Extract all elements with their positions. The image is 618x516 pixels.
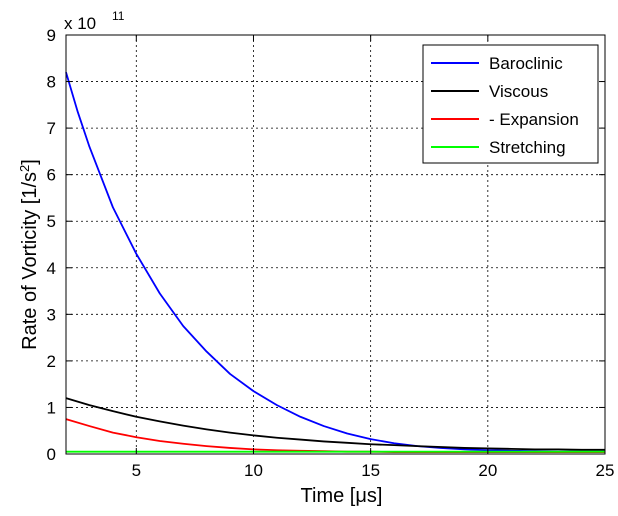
legend-label: Baroclinic xyxy=(489,54,563,73)
y-tick-label: 5 xyxy=(47,212,56,231)
legend-label: - Expansion xyxy=(489,110,579,129)
y-tick-label: 1 xyxy=(47,398,56,417)
y-tick-label: 2 xyxy=(47,352,56,371)
y-exponent-power: 11 xyxy=(112,9,125,23)
x-tick-label: 25 xyxy=(596,461,615,480)
y-tick-label: 8 xyxy=(47,73,56,92)
legend-label: Stretching xyxy=(489,138,566,157)
legend-box xyxy=(422,44,599,164)
legend: Baroclinic Viscous - Expansion Stretching xyxy=(422,44,599,164)
y-axis-label-tail: ] xyxy=(19,159,41,165)
y-tick-label: 9 xyxy=(47,26,56,45)
x-axis-label: Time [μs] xyxy=(301,485,383,507)
y-tick-label: 7 xyxy=(47,119,56,138)
y-tick-label: 4 xyxy=(47,259,56,278)
x-tick-label: 10 xyxy=(244,461,263,480)
y-axis-label: Rate of Vorticity [1/s2] xyxy=(17,159,42,350)
y-tick-label: 3 xyxy=(47,305,56,324)
y-axis-label-main: Rate of Vorticity [1/s xyxy=(19,172,41,350)
series-line-baroclinic xyxy=(65,71,605,453)
ticks: 5 10 15 20 25 0 1 2 3 4 5 6 7 8 9 xyxy=(47,26,615,480)
series-line-viscous xyxy=(65,397,605,451)
svg-text:Rate of Vorticity [1/s2]: Rate of Vorticity [1/s2] xyxy=(17,159,42,350)
y-tick-label: 0 xyxy=(47,445,56,464)
plot-frame xyxy=(65,34,606,455)
x-tick-label: 20 xyxy=(478,461,497,480)
y-axis-label-sup: 2 xyxy=(17,165,32,172)
legend-label: Viscous xyxy=(489,82,548,101)
y-tick-label: 6 xyxy=(47,166,56,185)
x-tick-label: 5 xyxy=(132,461,141,480)
series-layer xyxy=(65,71,605,454)
x-tick-label: 15 xyxy=(361,461,380,480)
y-exponent-base: x 10 xyxy=(64,14,96,33)
